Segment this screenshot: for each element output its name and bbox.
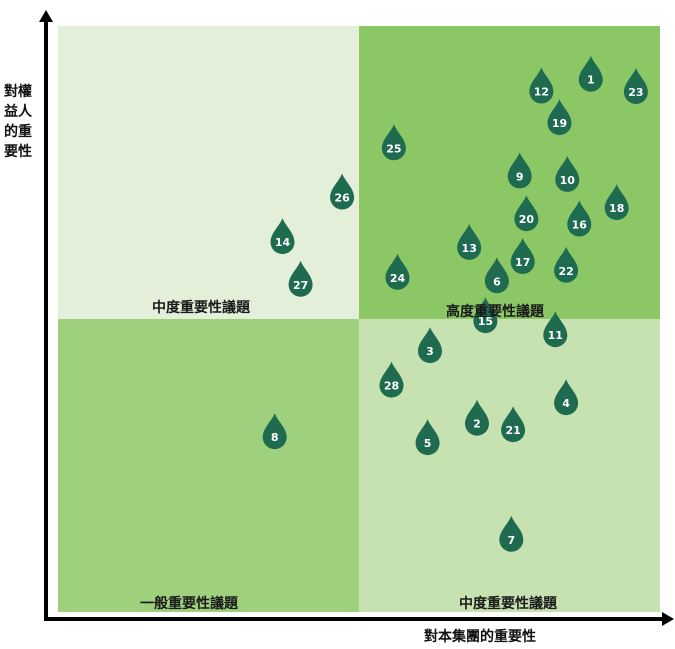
point-6: 6	[484, 257, 509, 294]
point-label: 7	[507, 534, 515, 547]
droplet-marker	[543, 311, 568, 348]
droplet-marker	[555, 155, 580, 192]
x-axis-label: 對本集團的重要性	[424, 629, 536, 645]
point-17: 17	[510, 238, 535, 274]
point-2: 2	[465, 399, 489, 436]
point-20: 20	[514, 195, 539, 232]
point-label: 10	[560, 174, 576, 187]
droplet-marker	[547, 99, 572, 136]
point-21: 21	[501, 406, 526, 443]
quadrant-top-left	[58, 26, 359, 319]
droplet-marker	[499, 515, 524, 552]
droplet-marker	[604, 184, 629, 221]
point-28: 28	[379, 361, 404, 398]
point-27: 27	[288, 260, 313, 297]
axes	[39, 10, 674, 626]
point-26: 26	[330, 173, 355, 210]
droplet-marker	[457, 223, 482, 260]
x-axis-arrow	[662, 612, 674, 626]
droplet-marker	[554, 246, 579, 283]
point-label: 2	[473, 418, 481, 431]
point-label: 28	[384, 380, 399, 393]
droplet-marker	[262, 413, 287, 450]
point-label: 13	[462, 242, 477, 255]
point-label: 3	[426, 345, 434, 358]
droplet-marker	[330, 173, 355, 210]
droplet-marker	[379, 361, 404, 398]
point-label: 1	[587, 74, 595, 87]
point-label: 4	[562, 397, 570, 410]
point-label: 5	[424, 437, 432, 450]
point-label: 24	[390, 272, 406, 285]
point-label: 14	[275, 236, 291, 249]
quadrant-label-bottom-left: 一般重要性議題	[140, 596, 238, 612]
point-19: 19	[547, 99, 572, 136]
point-16: 16	[567, 200, 592, 237]
point-label: 20	[519, 213, 535, 226]
droplet-marker	[623, 68, 648, 104]
point-label: 8	[271, 431, 279, 444]
point-label: 27	[293, 279, 308, 292]
point-12: 12	[529, 67, 554, 104]
point-24: 24	[385, 253, 410, 290]
droplet-marker	[270, 218, 295, 255]
point-8: 8	[262, 413, 287, 450]
point-14: 14	[270, 218, 295, 255]
droplet-marker	[554, 379, 579, 416]
point-label: 11	[548, 329, 563, 342]
point-18: 18	[604, 184, 629, 221]
y-axis-label: 對權益人的重要性	[4, 84, 32, 160]
point-5: 5	[415, 419, 440, 456]
droplet-marker	[473, 297, 498, 334]
point-label: 25	[386, 142, 401, 155]
point-label: 17	[515, 256, 530, 269]
point-label: 15	[478, 315, 493, 328]
droplet-marker	[578, 55, 603, 92]
point-label: 12	[534, 86, 549, 99]
point-9: 9	[507, 152, 532, 189]
point-11: 11	[543, 311, 568, 348]
droplet-marker	[484, 257, 509, 294]
droplet-marker	[381, 124, 406, 161]
point-label: 6	[493, 275, 501, 288]
point-22: 22	[554, 246, 579, 283]
point-4: 4	[554, 379, 579, 416]
droplet-marker	[418, 327, 442, 364]
point-label: 26	[334, 192, 350, 205]
point-label: 16	[572, 219, 588, 232]
point-25: 25	[381, 124, 406, 161]
quadrant-label-bottom-right: 中度重要性議題	[459, 596, 557, 612]
point-label: 21	[505, 424, 520, 437]
point-label: 19	[552, 117, 567, 130]
y-axis-arrow	[39, 10, 53, 22]
droplet-marker	[288, 260, 313, 297]
quadrant-bottom-right	[359, 319, 660, 612]
quadrant-label-top-right: 高度重要性議題	[446, 304, 544, 320]
droplet-marker	[514, 195, 539, 232]
point-23: 23	[623, 68, 648, 104]
point-label: 9	[516, 170, 524, 183]
point-13: 13	[457, 223, 482, 260]
point-3: 3	[418, 327, 442, 364]
droplet-marker	[385, 253, 410, 290]
point-15: 15	[473, 297, 498, 334]
quadrant-bottom-left	[58, 319, 359, 612]
point-10: 10	[555, 155, 580, 192]
droplet-marker	[567, 200, 592, 237]
droplet-marker	[510, 238, 535, 274]
droplet-marker	[501, 406, 526, 443]
droplet-marker	[415, 419, 440, 456]
quadrant-label-top-left: 中度重要性議題	[152, 300, 250, 316]
point-label: 22	[558, 265, 573, 278]
point-7: 7	[499, 515, 524, 552]
droplet-marker	[465, 399, 489, 436]
point-label: 18	[609, 202, 624, 215]
point-label: 23	[628, 86, 643, 99]
point-1: 1	[578, 55, 603, 92]
droplet-marker	[529, 67, 554, 104]
droplet-marker	[507, 152, 532, 189]
